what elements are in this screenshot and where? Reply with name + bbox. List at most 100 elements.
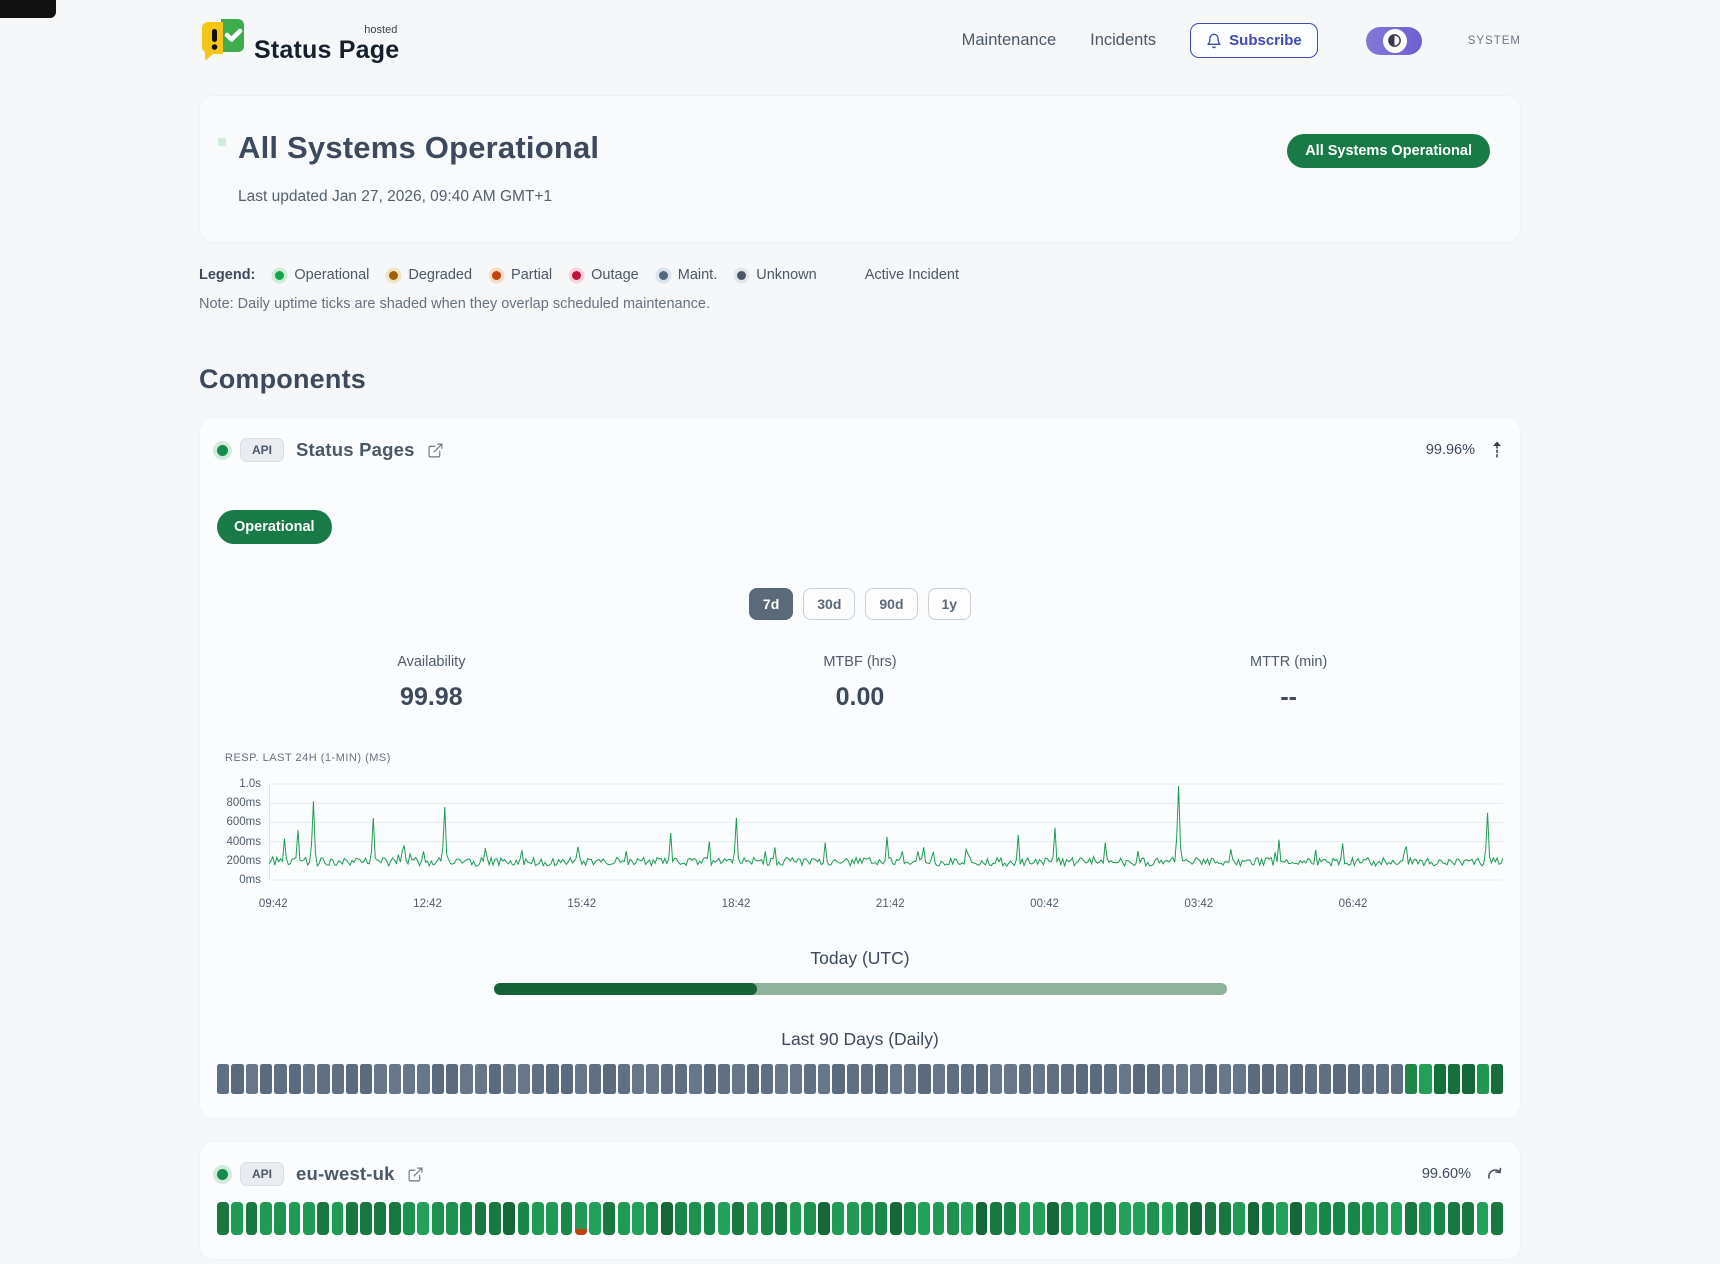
- legend-item-unknown: Unknown: [737, 267, 817, 283]
- uptime-tick: [946, 1064, 960, 1094]
- stat-label: MTTR (min): [1249, 654, 1328, 670]
- uptime-tick: [875, 1064, 888, 1094]
- uptime-tick: [646, 1064, 659, 1094]
- uptime-tick: [431, 1064, 444, 1094]
- stat-value: 99.98: [400, 683, 463, 711]
- chart-title: RESP. LAST 24H (1-MIN) (MS): [225, 752, 391, 764]
- uptime-tick: [1004, 1202, 1016, 1235]
- uptime-tick: [717, 1064, 731, 1094]
- uptime-tick: [1447, 1202, 1460, 1235]
- nav-link-maintenance[interactable]: Maintenance: [961, 31, 1057, 49]
- uptime-tick: [288, 1202, 301, 1235]
- uptime-tick: [1333, 1202, 1346, 1235]
- uptime-tick: [703, 1064, 716, 1094]
- uptime-tick: [1362, 1202, 1374, 1235]
- legend-row: Legend: Operational Degraded Partial Outage…: [199, 267, 1521, 283]
- uptime-tick: [1261, 1202, 1274, 1235]
- uptime-tick: [1304, 1064, 1318, 1094]
- uptime-tick: [1247, 1064, 1260, 1094]
- uptime-tick: [460, 1202, 473, 1235]
- uptime-tick: [732, 1202, 745, 1235]
- uptime-tick: [1204, 1202, 1217, 1235]
- uptime-tick: [302, 1064, 316, 1094]
- today-utc-label: Today (UTC): [810, 948, 910, 968]
- nav-link-incidents[interactable]: Incidents: [1090, 31, 1157, 49]
- uptime-tick: [345, 1064, 359, 1094]
- uptime-tick: [660, 1202, 673, 1235]
- uptime-tick: [1147, 1202, 1160, 1235]
- component-tag-badge: API: [240, 1162, 285, 1186]
- uptime-tick: [1175, 1202, 1188, 1235]
- uptime-tick: [1362, 1064, 1375, 1094]
- uptime-tick: [488, 1064, 502, 1094]
- stat-value: --: [1280, 683, 1297, 711]
- contrast-icon: [1388, 34, 1402, 47]
- uptime-tick: [446, 1064, 459, 1094]
- range-button-90d[interactable]: 90d: [865, 588, 918, 620]
- uptime-tick: [417, 1202, 430, 1235]
- uptime-tick: [632, 1202, 644, 1235]
- uptime-tick: [989, 1202, 1002, 1235]
- overall-status-badge: All Systems Operational: [1287, 134, 1490, 168]
- external-link-icon[interactable]: [407, 1166, 424, 1183]
- expand-icon[interactable]: [1487, 1167, 1503, 1181]
- uptime-tick: [403, 1202, 415, 1235]
- uptime-tick: [488, 1202, 501, 1235]
- uptime-tick: [1319, 1202, 1331, 1235]
- uptime-tick: [446, 1202, 458, 1235]
- uptime-tick: [675, 1202, 687, 1235]
- uptime-tick: [961, 1064, 974, 1094]
- uptime-tick: [589, 1202, 601, 1235]
- brand-logo[interactable]: hosted Status Page: [199, 16, 399, 65]
- uptime-tick: [1433, 1202, 1446, 1235]
- uptime-tick: [274, 1064, 287, 1094]
- uptime-tick: [1390, 1202, 1403, 1235]
- uptime-tick: [775, 1064, 788, 1094]
- bell-icon: [1207, 33, 1221, 48]
- legend-dot: [389, 270, 399, 280]
- uptime-tick: [345, 1202, 358, 1235]
- uptime-tick: [961, 1202, 974, 1235]
- subscribe-button[interactable]: Subscribe: [1190, 23, 1318, 58]
- uptime-tick: [946, 1202, 959, 1235]
- uptime-tick: [760, 1064, 774, 1094]
- uptime-tick: [1118, 1202, 1131, 1235]
- uptime-tick: [689, 1202, 702, 1235]
- response-time-chart: RESP. LAST 24H (1-MIN) (MS) 1.0s 800ms 600…: [217, 752, 1503, 914]
- legend-dot: [658, 270, 668, 280]
- uptime-tick: [989, 1064, 1003, 1094]
- collapse-icon[interactable]: [1491, 440, 1503, 460]
- component-uptime-value: 99.96%: [1425, 442, 1475, 458]
- uptime-tick: [1161, 1202, 1174, 1235]
- uptime-tick: [1218, 1064, 1232, 1094]
- uptime-tick: [460, 1064, 473, 1094]
- uptime-tick: [317, 1064, 330, 1094]
- range-button-7d[interactable]: 7d: [748, 588, 794, 620]
- uptime-tick: [732, 1064, 745, 1094]
- range-button-30d[interactable]: 30d: [803, 588, 856, 620]
- uptime-tick: [403, 1064, 416, 1094]
- uptime-tick: [832, 1064, 845, 1094]
- chart-y-axis: 1.0s 800ms 600ms 400ms 200ms 0ms: [226, 778, 261, 886]
- uptime-tick: [1147, 1064, 1160, 1094]
- uptime-tick: [1061, 1202, 1074, 1235]
- uptime-tick: [1204, 1064, 1217, 1094]
- uptime-tick: [918, 1202, 931, 1235]
- uptime-tick: [1404, 1202, 1417, 1235]
- legend-dot: [737, 270, 747, 280]
- legend-label: Outage: [591, 267, 639, 283]
- uptime-tick: [1190, 1064, 1203, 1094]
- brand-name: Status Page: [254, 36, 400, 64]
- theme-toggle[interactable]: [1365, 26, 1422, 55]
- uptime-tick: [259, 1064, 273, 1094]
- uptime-tick: [789, 1202, 802, 1235]
- legend-label: Operational: [294, 267, 370, 283]
- history-label: Last 90 Days (Daily): [781, 1029, 939, 1049]
- uptime-tick: [1319, 1064, 1332, 1094]
- range-button-1y[interactable]: 1y: [927, 588, 972, 620]
- legend-note: Note: Daily uptime ticks are shaded when…: [199, 296, 711, 312]
- uptime-tick: [503, 1064, 516, 1094]
- uptime-tick: [574, 1064, 588, 1094]
- component-status-dot: [217, 444, 228, 456]
- external-link-icon[interactable]: [427, 442, 444, 459]
